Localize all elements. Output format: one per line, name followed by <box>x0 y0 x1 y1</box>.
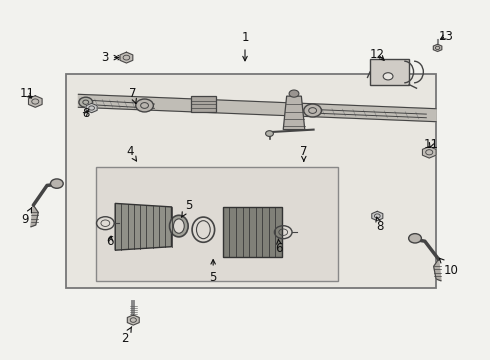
Text: 3: 3 <box>101 51 119 64</box>
Circle shape <box>383 73 393 80</box>
Text: 7: 7 <box>128 87 136 103</box>
Polygon shape <box>422 147 436 158</box>
Bar <box>96 167 338 281</box>
Circle shape <box>136 99 153 112</box>
Circle shape <box>50 179 63 188</box>
Text: 7: 7 <box>300 145 308 161</box>
Text: 8: 8 <box>82 107 90 120</box>
Circle shape <box>289 90 299 97</box>
Polygon shape <box>283 96 305 130</box>
Text: 5: 5 <box>209 260 217 284</box>
Text: 5: 5 <box>182 199 193 217</box>
Polygon shape <box>78 94 436 122</box>
Text: 4: 4 <box>126 145 137 161</box>
Polygon shape <box>434 259 441 281</box>
Text: 11: 11 <box>20 87 34 100</box>
Text: 12: 12 <box>370 48 385 60</box>
Text: 8: 8 <box>376 217 384 233</box>
Bar <box>370 59 409 85</box>
Bar <box>66 74 436 288</box>
Polygon shape <box>28 96 42 107</box>
Polygon shape <box>433 44 442 51</box>
Polygon shape <box>31 205 38 227</box>
Polygon shape <box>115 203 172 250</box>
Text: 10: 10 <box>440 258 458 276</box>
Text: 11: 11 <box>424 138 439 150</box>
Circle shape <box>409 234 421 243</box>
Text: 2: 2 <box>121 327 132 345</box>
Ellipse shape <box>173 219 184 233</box>
Text: 6: 6 <box>275 239 283 255</box>
Circle shape <box>79 97 93 107</box>
Circle shape <box>304 104 321 117</box>
Ellipse shape <box>170 215 188 237</box>
Text: 9: 9 <box>22 208 32 226</box>
Polygon shape <box>120 52 133 63</box>
Polygon shape <box>127 315 139 325</box>
Ellipse shape <box>196 221 210 239</box>
Circle shape <box>266 131 273 136</box>
Polygon shape <box>372 211 383 221</box>
Text: 13: 13 <box>439 30 453 42</box>
Bar <box>191 96 216 112</box>
Text: 6: 6 <box>106 235 114 248</box>
Text: 1: 1 <box>241 31 249 61</box>
Polygon shape <box>223 207 282 257</box>
Polygon shape <box>86 103 97 113</box>
